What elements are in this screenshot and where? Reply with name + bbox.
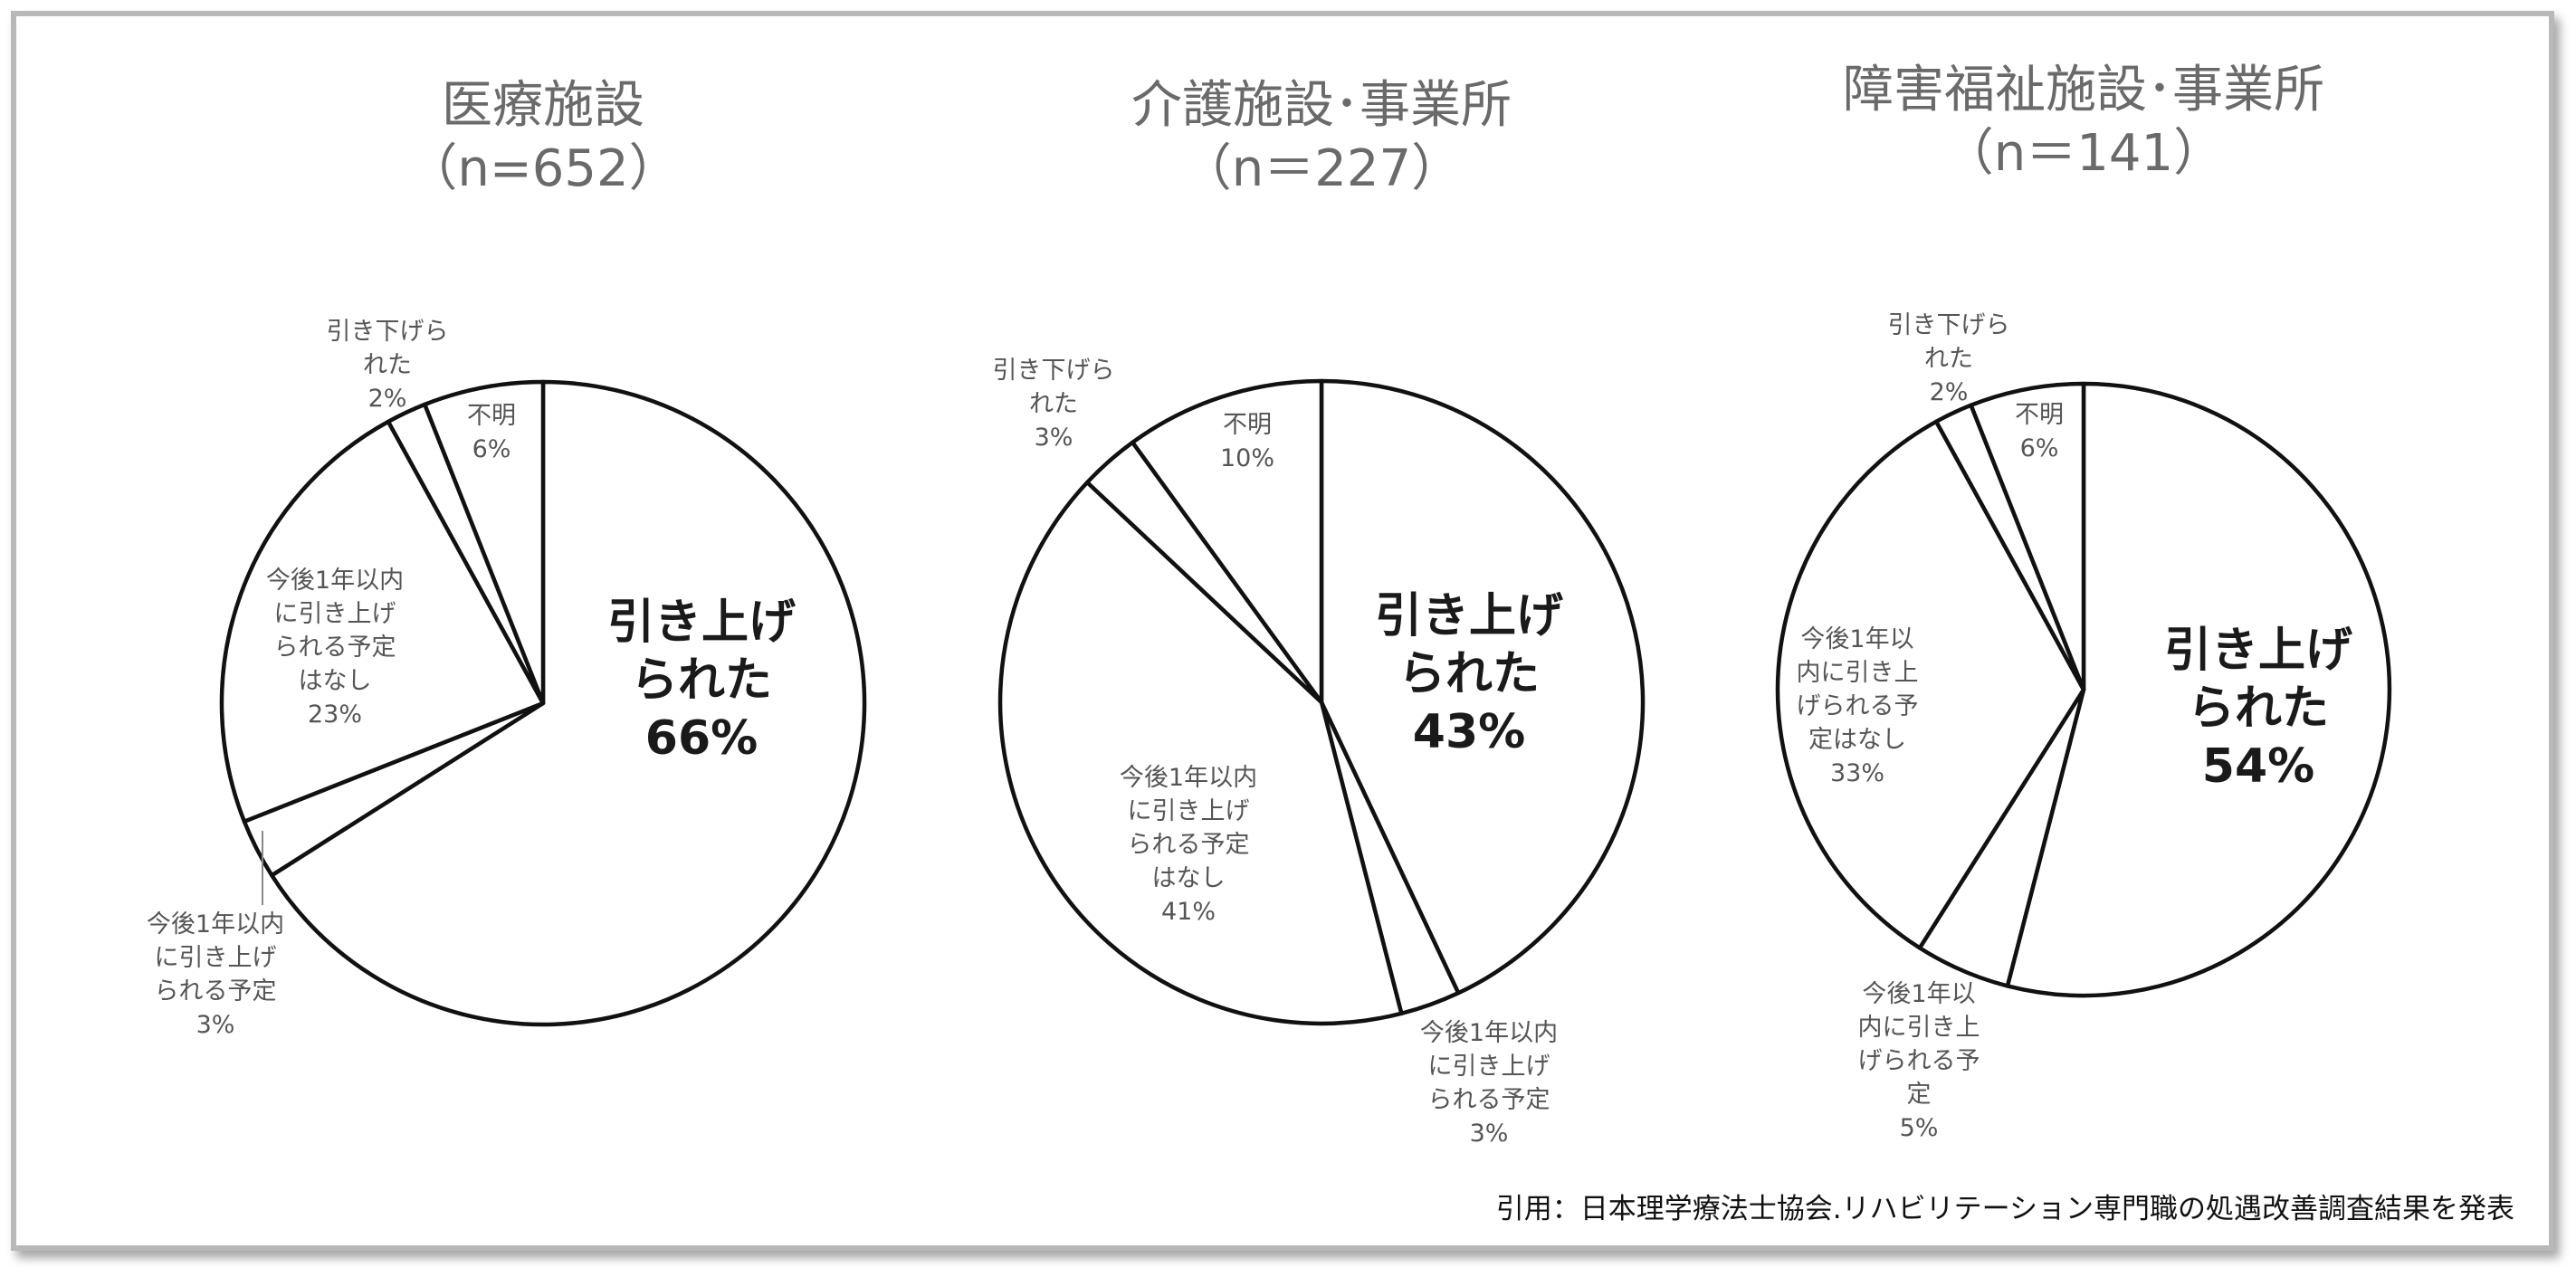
slice-label: 引き下げられた 2%: [1888, 311, 2010, 406]
chart-sample-size: （n＝227）: [1181, 139, 1462, 198]
pie-slice: [219, 419, 546, 824]
slice-label: 今後1年以内に引き上げられる予定はなし 23%: [266, 567, 404, 729]
pie-slice: [997, 480, 1404, 1026]
pie-slice: [270, 379, 867, 1027]
source-citation: 引用：日本理学療法士協会.リハビリテーション専門職の処遇改善調査結果を発表: [1496, 1193, 2514, 1225]
slice-label: 不明 6%: [467, 402, 516, 463]
slice-label: 不明 6%: [2015, 401, 2064, 462]
slice-label: 引き下げられた 2%: [327, 318, 449, 413]
pie-chart-1: 医療施設（n=652） 引き上げられた 66% 今後1年以内に引き上げられる予定 3% 今…: [147, 76, 867, 1039]
pie-chart-3: 障害福祉施設･事業所（n＝141） 引き上げられた 54% 今後1年以内に引き上げられ…: [1775, 61, 2392, 1142]
pie-slice: [1131, 378, 1324, 705]
pie-slice: [2005, 381, 2392, 998]
slice-label: 今後1年以内に引き上げられる予定はなし 33%: [1797, 625, 1919, 787]
chart-sample-size: （n＝141）: [1943, 124, 2224, 183]
slice-label: 引き下げられた 3%: [993, 357, 1115, 452]
chart-title: 介護施設･事業所: [1131, 76, 1512, 135]
chart-sample-size: （n=652）: [406, 139, 679, 198]
slice-label: 今後1年以内に引き上げられる予定 3%: [147, 910, 284, 1039]
slice-label: 引き上げられた 66%: [607, 596, 796, 766]
pie-slice: [1969, 381, 2086, 692]
slice-label: 今後1年以内に引き上げられる予定 5%: [1858, 980, 1980, 1142]
slice-label: 今後1年以内に引き上げられる予定 3%: [1420, 1019, 1558, 1148]
pie-slice: [1319, 378, 1646, 996]
chart-title: 障害福祉施設･事業所: [1843, 61, 2324, 119]
pie-chart-2: 介護施設･事業所（n＝227） 引き上げられた 43% 今後1年以内に引き上げられる予…: [993, 76, 1646, 1148]
slice-label: 引き上げられた 54%: [2164, 624, 2352, 794]
chart-title: 医療施設: [442, 76, 644, 135]
slice-label: 引き上げられた 43%: [1375, 589, 1563, 759]
slice-label: 不明 10%: [1220, 411, 1274, 472]
slice-label: 今後1年以内に引き上げられる予定はなし 41%: [1120, 764, 1257, 926]
pie-slice: [423, 379, 546, 706]
